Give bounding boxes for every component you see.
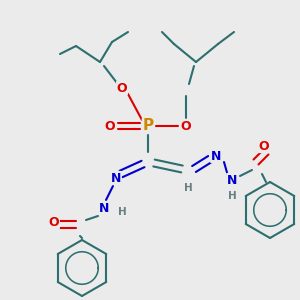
Text: O: O — [117, 82, 127, 94]
Text: O: O — [181, 119, 191, 133]
Text: O: O — [105, 119, 115, 133]
Text: N: N — [99, 202, 109, 214]
Text: N: N — [211, 149, 221, 163]
Text: H: H — [184, 183, 192, 193]
Text: H: H — [118, 207, 126, 217]
Text: O: O — [49, 215, 59, 229]
Text: N: N — [111, 172, 121, 184]
Text: H: H — [228, 191, 236, 201]
Text: P: P — [142, 118, 154, 134]
Text: O: O — [259, 140, 269, 152]
Text: N: N — [227, 173, 237, 187]
